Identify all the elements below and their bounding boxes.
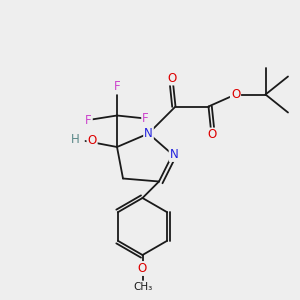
Text: F: F bbox=[114, 80, 120, 94]
Text: F: F bbox=[85, 113, 92, 127]
Text: N: N bbox=[144, 127, 153, 140]
Text: O: O bbox=[138, 262, 147, 275]
Text: F: F bbox=[142, 112, 149, 125]
Text: O: O bbox=[168, 71, 177, 85]
Text: CH₃: CH₃ bbox=[133, 281, 152, 292]
Text: O: O bbox=[88, 134, 97, 148]
Text: O: O bbox=[231, 88, 240, 101]
Text: O: O bbox=[207, 128, 216, 142]
Text: N: N bbox=[169, 148, 178, 161]
Text: H: H bbox=[70, 133, 80, 146]
